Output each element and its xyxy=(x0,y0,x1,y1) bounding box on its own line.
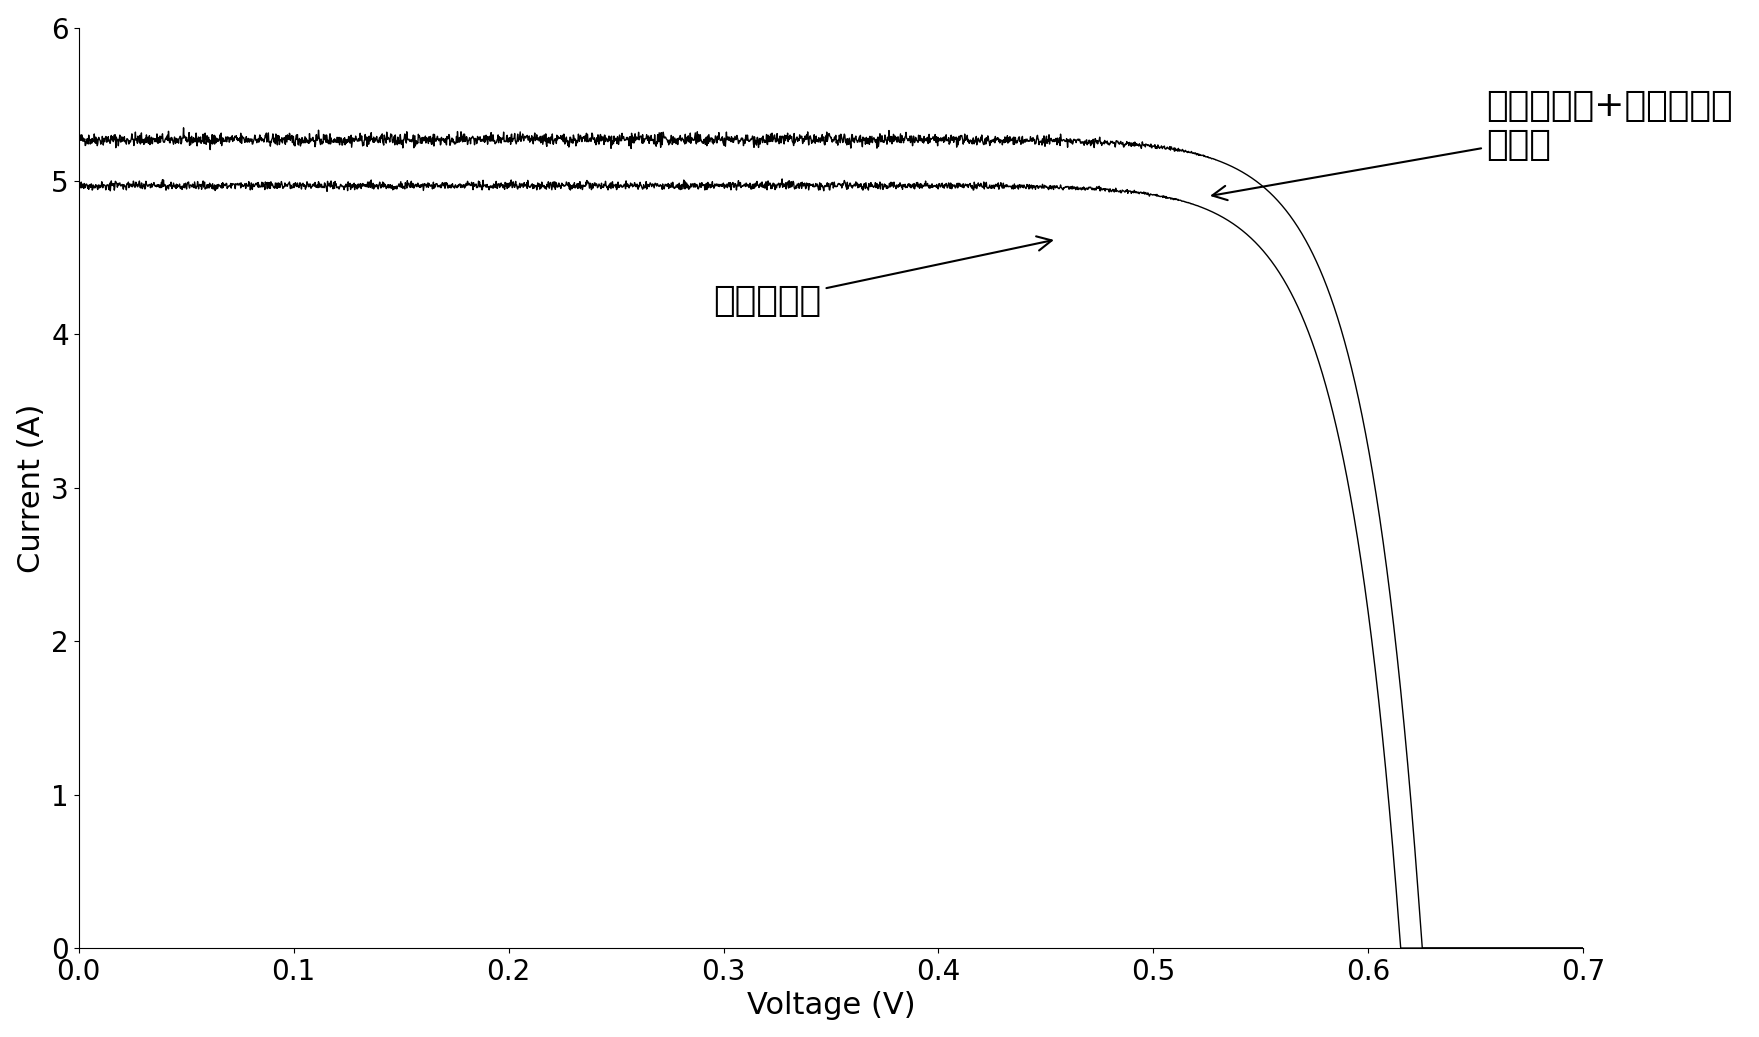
X-axis label: Voltage (V): Voltage (V) xyxy=(748,991,915,1020)
Y-axis label: Current (A): Current (A) xyxy=(16,403,46,572)
Text: 太阳能电池: 太阳能电池 xyxy=(712,236,1052,317)
Text: 太阳能电池+量子点光波
转换层: 太阳能电池+量子点光波 转换层 xyxy=(1212,89,1733,200)
